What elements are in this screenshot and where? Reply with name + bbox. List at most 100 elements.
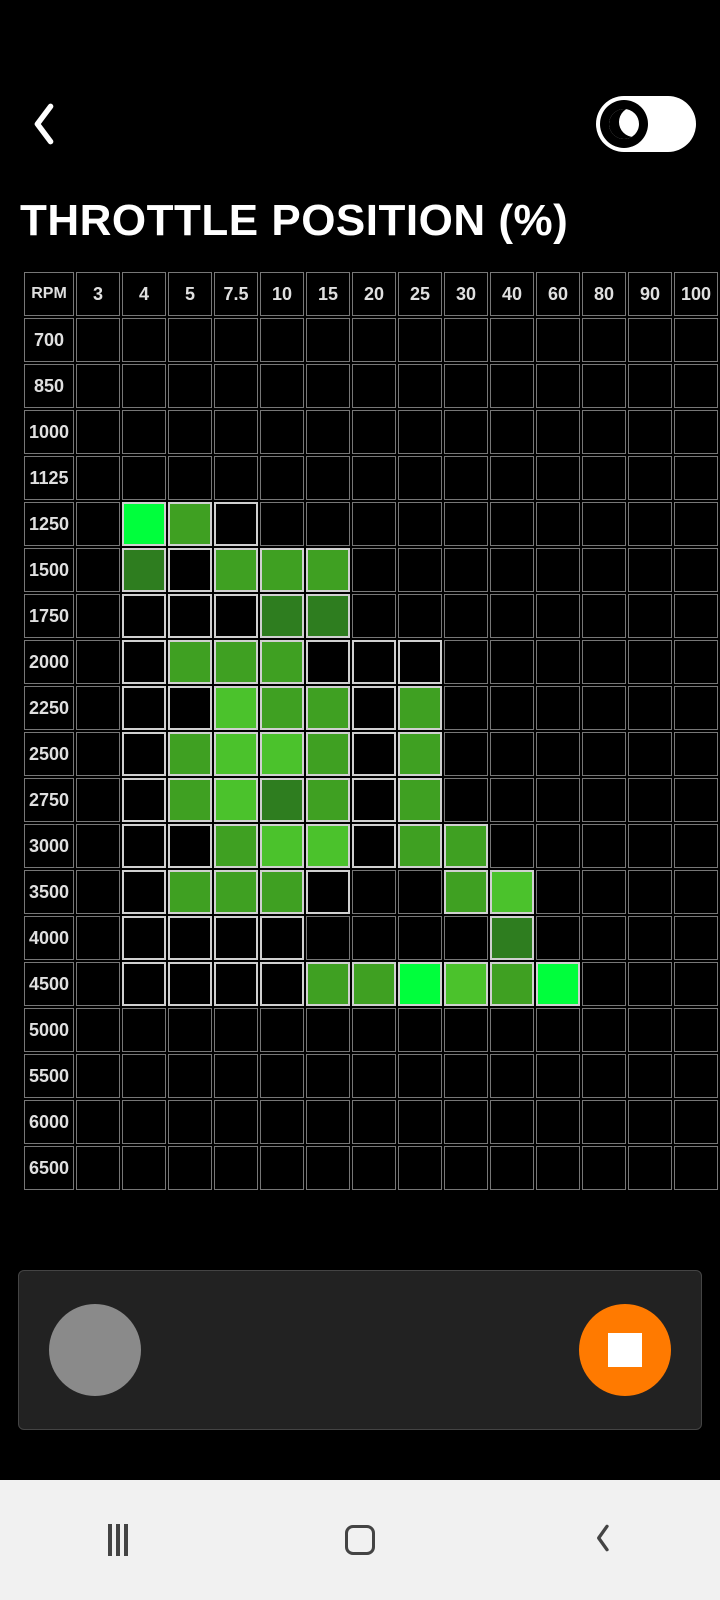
heatmap-cell[interactable] xyxy=(260,1146,304,1190)
heatmap-cell[interactable] xyxy=(582,824,626,868)
heatmap-cell[interactable] xyxy=(122,1054,166,1098)
heatmap-cell[interactable] xyxy=(214,1146,258,1190)
heatmap-cell[interactable] xyxy=(536,824,580,868)
heatmap-cell[interactable] xyxy=(444,364,488,408)
heatmap-cell[interactable] xyxy=(214,640,258,684)
heatmap-cell[interactable] xyxy=(352,364,396,408)
heatmap-cell[interactable] xyxy=(168,364,212,408)
heatmap-cell[interactable] xyxy=(306,1100,350,1144)
heatmap-cell[interactable] xyxy=(582,548,626,592)
heatmap-cell[interactable] xyxy=(490,456,534,500)
heatmap-cell[interactable] xyxy=(76,732,120,776)
heatmap-cell[interactable] xyxy=(168,502,212,546)
heatmap-cell[interactable] xyxy=(490,778,534,822)
heatmap-cell[interactable] xyxy=(76,1100,120,1144)
heatmap-cell[interactable] xyxy=(398,824,442,868)
heatmap-cell[interactable] xyxy=(122,1100,166,1144)
heatmap-cell[interactable] xyxy=(76,916,120,960)
heatmap-cell[interactable] xyxy=(398,1146,442,1190)
heatmap-cell[interactable] xyxy=(582,456,626,500)
heatmap-cell[interactable] xyxy=(582,870,626,914)
heatmap-cell[interactable] xyxy=(76,870,120,914)
heatmap-cell[interactable] xyxy=(352,778,396,822)
heatmap-cell[interactable] xyxy=(76,778,120,822)
heatmap-cell[interactable] xyxy=(306,364,350,408)
heatmap-cell[interactable] xyxy=(674,916,718,960)
heatmap-cell[interactable] xyxy=(76,594,120,638)
heatmap-cell[interactable] xyxy=(168,686,212,730)
dark-mode-toggle[interactable] xyxy=(596,96,696,152)
heatmap-cell[interactable] xyxy=(398,1100,442,1144)
heatmap-cell[interactable] xyxy=(582,594,626,638)
heatmap-cell[interactable] xyxy=(582,1146,626,1190)
heatmap-cell[interactable] xyxy=(352,456,396,500)
heatmap-cell[interactable] xyxy=(674,870,718,914)
heatmap-cell[interactable] xyxy=(122,1008,166,1052)
heatmap-cell[interactable] xyxy=(352,640,396,684)
heatmap-cell[interactable] xyxy=(122,548,166,592)
heatmap-cell[interactable] xyxy=(122,686,166,730)
heatmap-cell[interactable] xyxy=(628,732,672,776)
heatmap-cell[interactable] xyxy=(398,962,442,1006)
heatmap-cell[interactable] xyxy=(536,962,580,1006)
heatmap-cell[interactable] xyxy=(582,364,626,408)
heatmap-cell[interactable] xyxy=(306,1054,350,1098)
heatmap-cell[interactable] xyxy=(76,1008,120,1052)
heatmap-cell[interactable] xyxy=(536,870,580,914)
heatmap-cell[interactable] xyxy=(214,456,258,500)
heatmap-cell[interactable] xyxy=(490,364,534,408)
stop-record-button[interactable] xyxy=(579,1304,671,1396)
heatmap-cell[interactable] xyxy=(398,502,442,546)
heatmap-cell[interactable] xyxy=(674,410,718,454)
heatmap-cell[interactable] xyxy=(444,1008,488,1052)
heatmap-cell[interactable] xyxy=(398,548,442,592)
heatmap-cell[interactable] xyxy=(260,1008,304,1052)
heatmap-cell[interactable] xyxy=(352,410,396,454)
nav-home-button[interactable] xyxy=(345,1525,375,1555)
heatmap-cell[interactable] xyxy=(306,1008,350,1052)
heatmap-cell[interactable] xyxy=(214,686,258,730)
heatmap-cell[interactable] xyxy=(398,640,442,684)
heatmap-cell[interactable] xyxy=(76,824,120,868)
heatmap-cell[interactable] xyxy=(260,318,304,362)
heatmap-cell[interactable] xyxy=(444,824,488,868)
heatmap-cell[interactable] xyxy=(122,870,166,914)
heatmap-cell[interactable] xyxy=(122,318,166,362)
heatmap-cell[interactable] xyxy=(352,548,396,592)
heatmap-cell[interactable] xyxy=(306,502,350,546)
heatmap-cell[interactable] xyxy=(444,1100,488,1144)
heatmap-cell[interactable] xyxy=(398,594,442,638)
heatmap-cell[interactable] xyxy=(214,410,258,454)
heatmap-cell[interactable] xyxy=(306,732,350,776)
heatmap-cell[interactable] xyxy=(306,962,350,1006)
heatmap-cell[interactable] xyxy=(674,502,718,546)
heatmap-cell[interactable] xyxy=(674,962,718,1006)
heatmap-cell[interactable] xyxy=(674,1054,718,1098)
heatmap-cell[interactable] xyxy=(398,364,442,408)
heatmap-cell[interactable] xyxy=(490,686,534,730)
heatmap-cell[interactable] xyxy=(214,318,258,362)
heatmap-cell[interactable] xyxy=(582,502,626,546)
heatmap-cell[interactable] xyxy=(168,548,212,592)
heatmap-cell[interactable] xyxy=(306,640,350,684)
heatmap-cell[interactable] xyxy=(536,916,580,960)
heatmap-cell[interactable] xyxy=(490,1100,534,1144)
heatmap-cell[interactable] xyxy=(628,410,672,454)
heatmap-cell[interactable] xyxy=(628,502,672,546)
heatmap-cell[interactable] xyxy=(628,916,672,960)
heatmap-cell[interactable] xyxy=(490,640,534,684)
heatmap-cell[interactable] xyxy=(444,456,488,500)
heatmap-cell[interactable] xyxy=(536,1008,580,1052)
heatmap-cell[interactable] xyxy=(214,1100,258,1144)
heatmap-cell[interactable] xyxy=(168,824,212,868)
heatmap-cell[interactable] xyxy=(582,1100,626,1144)
heatmap-cell[interactable] xyxy=(306,1146,350,1190)
heatmap-cell[interactable] xyxy=(628,640,672,684)
nav-back-button[interactable] xyxy=(592,1521,612,1560)
heatmap-cell[interactable] xyxy=(306,870,350,914)
heatmap-cell[interactable] xyxy=(536,364,580,408)
heatmap-cell[interactable] xyxy=(628,456,672,500)
heatmap-cell[interactable] xyxy=(352,1146,396,1190)
heatmap-cell[interactable] xyxy=(76,502,120,546)
heatmap-cell[interactable] xyxy=(490,732,534,776)
